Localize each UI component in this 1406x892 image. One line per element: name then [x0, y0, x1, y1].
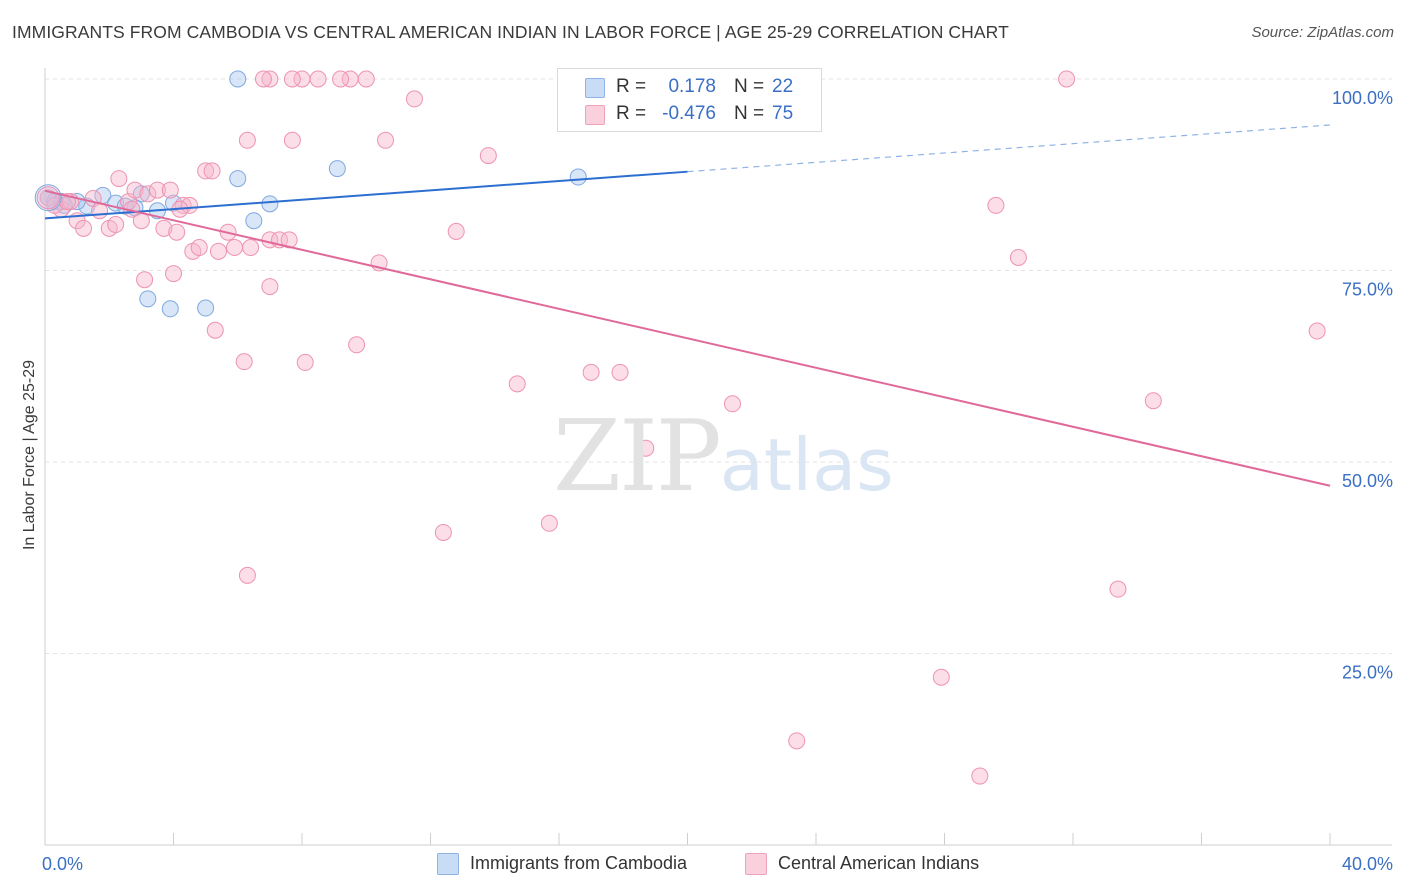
point-central-american-indian [447, 222, 465, 240]
y-tick-label: 100.0% [1332, 88, 1393, 108]
point-central-american-indian [254, 70, 272, 88]
point-central-american-indian [238, 131, 256, 149]
point-central-american-indian [582, 363, 600, 381]
point-central-american-indian [405, 90, 423, 108]
point-central-american-indian [155, 219, 173, 237]
point-central-american-indian [283, 131, 301, 149]
point-central-american-indian [261, 70, 279, 88]
watermark-atlas: atlas [719, 423, 894, 507]
point-central-american-indian [107, 216, 125, 234]
chart-title: IMMIGRANTS FROM CAMBODIA VS CENTRAL AMER… [12, 22, 1009, 42]
point-central-american-indian [126, 181, 144, 199]
legend-swatch-cambodia [437, 853, 459, 875]
watermark: ZIPatlas [553, 400, 894, 514]
point-central-american-indian [1009, 248, 1027, 266]
n-value: 75 [772, 103, 794, 124]
y-tick-label: 50.0% [1342, 471, 1393, 491]
legend-label: Central American Indians [778, 853, 980, 873]
point-cambodia [245, 212, 263, 230]
r-label: R = [616, 76, 647, 97]
point-central-american-indian [181, 196, 199, 214]
point-central-american-indian [136, 271, 154, 289]
point-central-american-indian [197, 162, 215, 180]
point-central-american-indian [434, 523, 452, 541]
point-central-american-indian [283, 70, 301, 88]
stats-row-cambodia: R = 0.178 N = 22 [558, 74, 821, 100]
point-central-american-indian [238, 566, 256, 584]
point-central-american-indian [788, 732, 806, 750]
point-central-american-indian [242, 239, 260, 257]
point-central-american-indian [540, 514, 558, 532]
point-central-american-indian [932, 668, 950, 686]
points-layer [34, 70, 1326, 785]
point-cambodia [139, 290, 157, 308]
point-central-american-indian [1308, 322, 1326, 340]
watermark-zip: ZIP [553, 400, 722, 514]
point-cambodia [229, 170, 247, 188]
point-central-american-indian [309, 70, 327, 88]
point-central-american-indian [377, 131, 395, 149]
point-central-american-indian [1058, 70, 1076, 88]
point-central-american-indian [971, 767, 989, 785]
point-central-american-indian [139, 185, 157, 203]
point-cambodia [261, 195, 279, 213]
point-central-american-indian [209, 242, 227, 260]
y-tick-label: 25.0% [1342, 663, 1393, 683]
point-cambodia [569, 168, 587, 186]
point-central-american-indian-cluster [36, 186, 60, 210]
stats-swatch-cambodia [585, 78, 605, 98]
point-central-american-indian [508, 375, 526, 393]
r-value: -0.476 [662, 103, 716, 124]
trendline-cambodia-extension [687, 124, 1331, 173]
stats-swatch-central-american-indians [585, 105, 605, 125]
point-central-american-indian [332, 70, 350, 88]
x-tick-label: 0.0% [42, 854, 83, 874]
point-central-american-indian [1109, 580, 1127, 598]
x-tick-label: 40.0% [1342, 854, 1393, 874]
n-label: N = [734, 103, 765, 124]
n-label: N = [734, 76, 765, 97]
point-central-american-indian [110, 170, 128, 188]
point-central-american-indian [190, 239, 208, 257]
r-value: 0.178 [668, 76, 716, 97]
point-central-american-indian [226, 239, 244, 257]
point-central-american-indian [203, 162, 221, 180]
point-cambodia-cluster [34, 184, 62, 212]
point-cambodia [328, 160, 346, 178]
point-central-american-indian [75, 219, 93, 237]
legend-swatch-central-american-indians [745, 853, 767, 875]
point-central-american-indian [235, 353, 253, 371]
trendline-central-american-indians [44, 189, 1331, 487]
axis-layer [44, 68, 1392, 846]
point-central-american-indian [723, 395, 741, 413]
n-value: 22 [772, 76, 794, 97]
point-cambodia [229, 70, 247, 88]
point-central-american-indian [348, 336, 366, 354]
chart-source: Source: ZipAtlas.com [1251, 24, 1394, 41]
point-central-american-indian [357, 70, 375, 88]
point-central-american-indian [987, 196, 1005, 214]
point-central-american-indian [479, 147, 497, 165]
point-central-american-indian [148, 181, 166, 199]
point-central-american-indian [206, 321, 224, 339]
point-central-american-indian [611, 363, 629, 381]
y-tick-label: 75.0% [1342, 280, 1393, 300]
point-central-american-indian [161, 181, 179, 199]
r-label: R = [616, 103, 647, 124]
stats-row-central-american-indians: R = -0.476 N = 75 [558, 101, 821, 127]
trendline-cambodia [44, 170, 688, 220]
legend-label: Immigrants from Cambodia [470, 853, 688, 873]
point-central-american-indian [296, 353, 314, 371]
point-central-american-indian [1144, 392, 1162, 410]
trend-layer [44, 124, 1331, 487]
stats-box: R = 0.178 N = 22 R = -0.476 N = 75 [557, 68, 822, 132]
point-central-american-indian [261, 278, 279, 296]
point-cambodia [161, 300, 179, 318]
point-central-american-indian [165, 265, 182, 283]
tick-label-layer: 100.0% 75.0% 50.0% 25.0% 0.0% 40.0% [42, 88, 1393, 874]
point-central-american-indian [168, 223, 186, 241]
point-central-american-indian [637, 439, 655, 457]
point-cambodia [197, 299, 215, 317]
